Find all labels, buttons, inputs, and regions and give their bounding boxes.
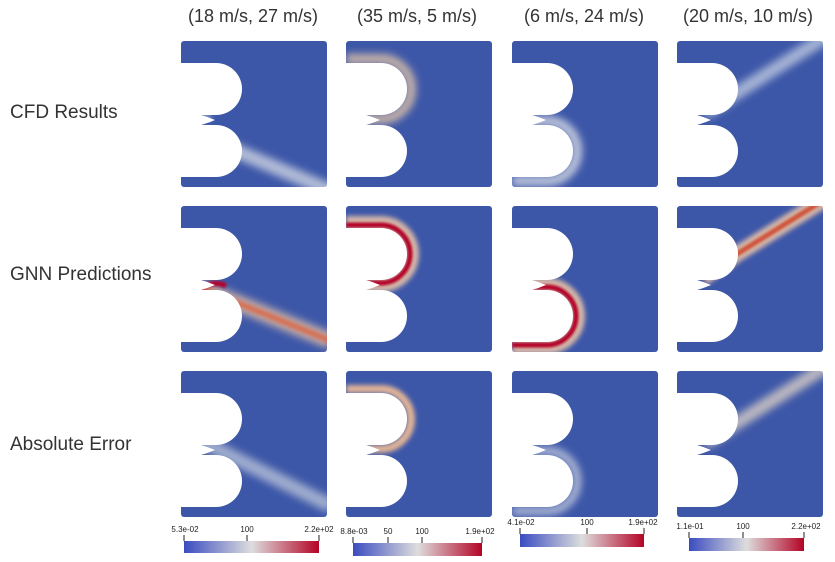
colorbar-4-gradient	[688, 532, 805, 551]
panel-cfd-col2	[346, 41, 492, 187]
panel-gnn-col2	[346, 206, 492, 352]
column-title-2: (35 m/s, 5 m/s)	[356, 6, 477, 26]
colorbar-4-max-label: 2.2e+02	[791, 522, 821, 531]
colorbar-2-min-label: 8.8e-03	[340, 527, 368, 536]
colorbar-4-min-label: 1.1e-01	[676, 522, 704, 531]
row-label-gnn: GNN Predictions	[10, 264, 152, 285]
colorbar-3-max-label: 1.9e+02	[628, 518, 658, 527]
panel-cfd-col3	[512, 41, 658, 187]
colorbar-2-max-label: 1.9e+02	[465, 527, 495, 536]
panel-cfd-col4	[677, 41, 823, 187]
panel-error-col3	[512, 371, 658, 517]
colorbar-1: 5.3e-02 100 2.2e+02	[171, 525, 334, 555]
colorbar-4: 1.1e-01 100 2.2e+02	[676, 522, 826, 554]
colorbar-1-gradient	[183, 535, 320, 553]
colorbar-1-mid-label: 100	[240, 525, 254, 534]
row-label-cfd: CFD Results	[10, 102, 118, 123]
column-title-3: (6 m/s, 24 m/s)	[523, 6, 644, 26]
column-title-1: (18 m/s, 27 m/s)	[187, 6, 319, 26]
colorbar-2: 8.8e-03 50 100 1.9e+02	[340, 527, 495, 559]
panel-gnn-col3	[512, 206, 658, 352]
colorbar-1-max-label: 2.2e+02	[304, 525, 334, 534]
panel-error-col2	[346, 371, 492, 517]
panel-error-col4	[677, 371, 823, 517]
colorbar-3-min-label: 4.1e-02	[507, 518, 535, 527]
colorbar-3: 4.1e-02 100 1.9e+02	[507, 518, 659, 550]
row-label-error: Absolute Error	[10, 434, 132, 455]
colorbar-3-mid-label: 100	[580, 518, 594, 527]
colorbar-4-mid-label: 100	[736, 522, 750, 531]
column-title-4: (20 m/s, 10 m/s)	[682, 6, 814, 26]
panel-gnn-col1	[181, 206, 327, 352]
colorbar-2-mid1-label: 50	[383, 527, 393, 536]
colorbar-2-mid2-label: 100	[415, 527, 429, 536]
colorbar-2-gradient	[352, 537, 483, 556]
colorbar-1-min-label: 5.3e-02	[171, 525, 199, 534]
panel-cfd-col1	[181, 41, 327, 187]
colorbar-3-gradient	[519, 528, 645, 547]
panel-gnn-col4	[677, 206, 823, 352]
panel-error-col1	[181, 371, 327, 517]
